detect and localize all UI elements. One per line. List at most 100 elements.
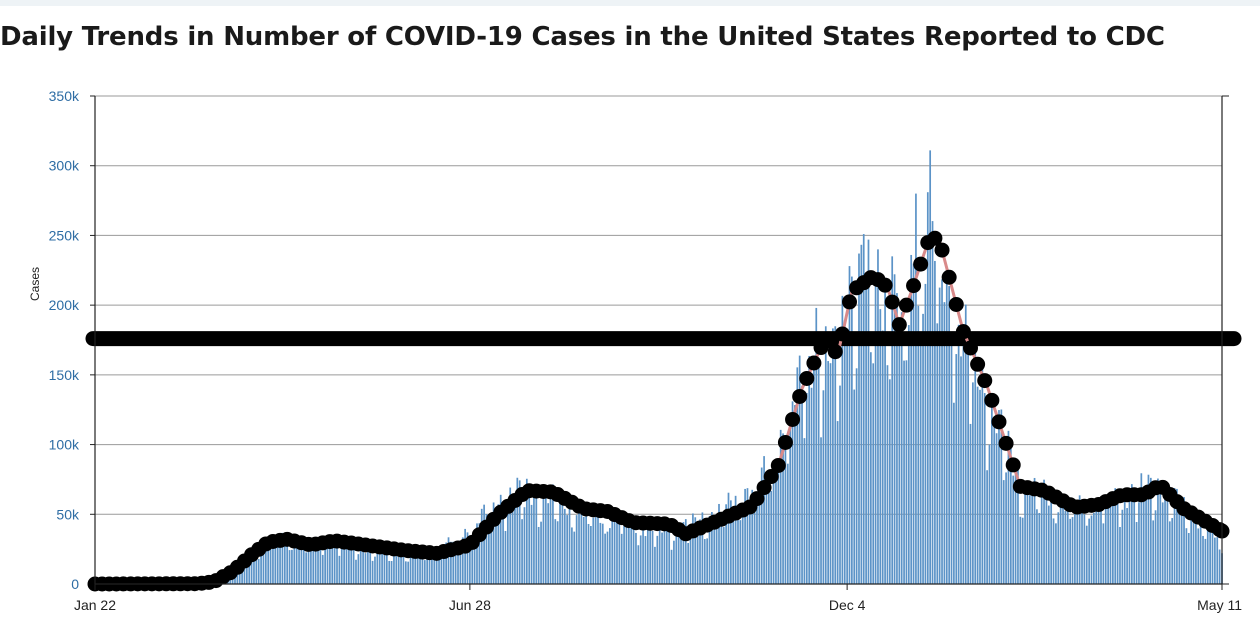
daily-case-bar xyxy=(976,386,979,584)
daily-case-bar xyxy=(1187,532,1190,584)
daily-case-bar xyxy=(525,478,528,584)
moving-average-point xyxy=(955,324,971,340)
daily-case-bar xyxy=(682,522,685,584)
daily-case-bar xyxy=(421,558,424,584)
daily-case-bar xyxy=(511,498,514,584)
daily-case-bar xyxy=(910,254,913,584)
daily-case-bar xyxy=(298,538,300,584)
daily-case-bar xyxy=(590,526,592,584)
daily-case-bar xyxy=(535,489,538,584)
daily-case-bar xyxy=(528,492,531,584)
daily-case-bar xyxy=(502,505,504,584)
daily-case-bar xyxy=(824,326,827,584)
daily-case-bar xyxy=(575,515,578,584)
daily-case-bar xyxy=(1116,503,1119,584)
daily-case-bar xyxy=(355,559,357,584)
moving-average-point xyxy=(977,373,993,389)
daily-case-bar xyxy=(1074,511,1076,584)
daily-case-bar xyxy=(900,312,903,584)
daily-case-bar xyxy=(760,467,763,584)
daily-case-bar xyxy=(711,512,713,584)
daily-case-bar xyxy=(253,550,255,584)
daily-case-bar xyxy=(931,221,934,584)
daily-case-bar xyxy=(1190,515,1193,584)
daily-case-bar xyxy=(516,477,519,584)
daily-case-bar xyxy=(805,392,808,584)
daily-case-bar xyxy=(262,539,265,584)
daily-case-bar xyxy=(488,531,490,584)
moving-average-point xyxy=(998,435,1014,451)
daily-case-bar xyxy=(469,537,471,584)
daily-case-bar xyxy=(1138,502,1140,584)
daily-case-bar xyxy=(241,568,243,584)
daily-case-bar xyxy=(625,522,628,584)
daily-case-bar xyxy=(934,260,936,584)
daily-case-bar xyxy=(568,504,571,584)
daily-case-bar xyxy=(385,546,388,584)
daily-case-bar xyxy=(860,244,863,584)
daily-case-bar xyxy=(822,390,825,584)
daily-case-bar xyxy=(1176,488,1178,584)
daily-case-bar xyxy=(665,522,668,584)
daily-case-bar xyxy=(1024,486,1026,584)
daily-case-bar xyxy=(1043,479,1045,584)
daily-case-bar xyxy=(1178,504,1181,584)
daily-case-bar xyxy=(1180,505,1183,584)
daily-case-bar xyxy=(580,507,583,584)
daily-case-bar xyxy=(340,546,343,584)
daily-case-bar xyxy=(1214,537,1216,584)
x-tick-label: Dec 4 xyxy=(829,597,866,613)
daily-case-bar xyxy=(979,389,981,584)
daily-case-bar xyxy=(646,527,649,584)
daily-case-bar xyxy=(1145,489,1147,584)
daily-case-bar xyxy=(903,360,905,584)
daily-case-bar xyxy=(1154,510,1157,584)
daily-case-bar xyxy=(1140,473,1143,584)
moving-average-point xyxy=(991,414,1007,430)
daily-case-bar xyxy=(445,542,448,584)
daily-case-bar xyxy=(594,508,597,584)
daily-case-bar xyxy=(243,559,246,584)
daily-case-bar xyxy=(1185,528,1188,584)
y-tick-label: 350k xyxy=(49,88,80,104)
daily-case-bar xyxy=(442,550,445,584)
daily-case-bar xyxy=(827,361,829,584)
daily-case-bar xyxy=(452,541,455,584)
daily-case-bar xyxy=(829,363,832,584)
daily-case-bar xyxy=(661,532,663,584)
daily-case-bar xyxy=(499,494,502,584)
x-tick-label: May 11 xyxy=(1197,597,1242,613)
daily-case-bar xyxy=(1199,518,1202,584)
daily-case-bar xyxy=(1050,496,1053,584)
moving-average-point xyxy=(756,480,772,496)
daily-case-bar xyxy=(601,523,604,584)
daily-case-bar xyxy=(782,433,784,584)
daily-case-bar xyxy=(537,526,540,584)
daily-case-bar xyxy=(623,526,625,584)
y-axis-label: Cases xyxy=(28,267,42,301)
daily-case-bar xyxy=(352,544,355,584)
daily-case-bar xyxy=(803,438,806,584)
daily-case-bar xyxy=(438,557,440,584)
daily-case-bar xyxy=(680,533,682,584)
daily-case-bar xyxy=(428,550,431,584)
daily-case-bar xyxy=(915,193,917,584)
daily-case-bar xyxy=(953,402,955,584)
daily-case-bar xyxy=(642,530,644,584)
daily-case-bar xyxy=(291,549,293,584)
daily-case-bar xyxy=(943,302,946,584)
daily-case-bar xyxy=(281,532,284,584)
daily-case-bar xyxy=(713,521,716,584)
moving-average-point xyxy=(877,277,893,293)
daily-case-bar xyxy=(1202,535,1204,584)
daily-case-bar xyxy=(533,493,535,584)
daily-case-bar xyxy=(592,517,595,584)
moving-average-point xyxy=(827,344,843,360)
daily-case-bar xyxy=(779,429,782,584)
moving-average-point xyxy=(984,392,1000,408)
daily-case-bar xyxy=(312,543,315,584)
daily-case-bar xyxy=(319,546,322,584)
daily-case-bar xyxy=(504,530,507,584)
daily-case-bar xyxy=(283,542,286,584)
moving-average-point xyxy=(841,294,857,310)
